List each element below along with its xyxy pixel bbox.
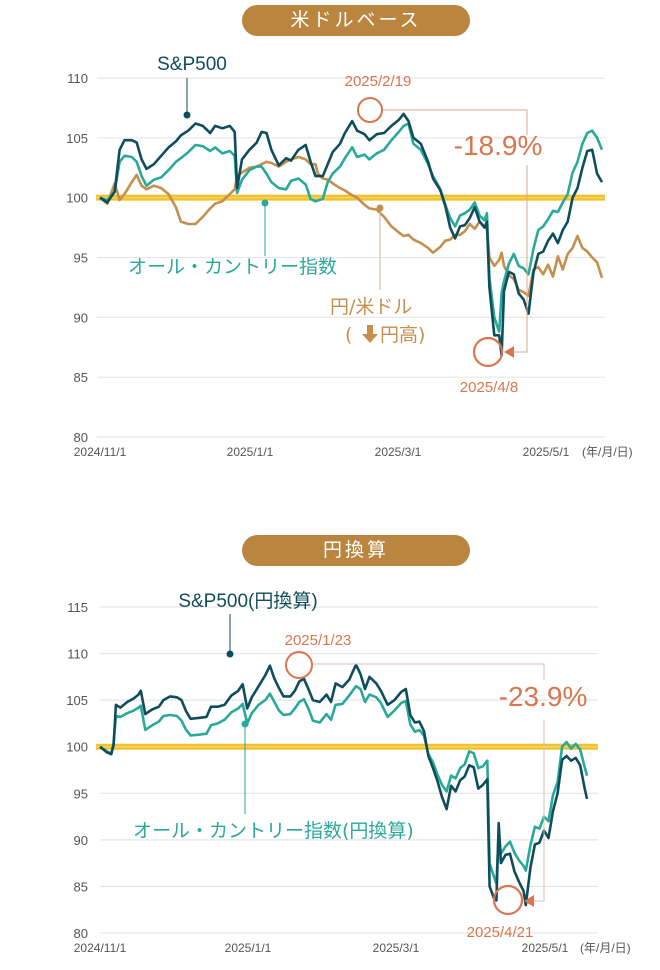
x-tick-label: 2025/1/1 [225, 941, 272, 955]
x-unit-label: (年/月/日) [582, 445, 633, 459]
x-tick-label: 2025/1/1 [227, 445, 274, 459]
section-title-usd-base: 米ドルベース [242, 5, 470, 36]
y-tick-label: 85 [74, 370, 88, 385]
y-tick-label: 100 [66, 191, 88, 206]
y-tick-label: 95 [74, 786, 88, 801]
x-tick-label: 2024/11/1 [74, 445, 127, 459]
y-tick-label: 100 [66, 740, 88, 755]
x-unit-label: (年/月/日) [580, 941, 631, 955]
series-line-S&P500 [99, 112, 604, 357]
y-tick-label: 90 [74, 310, 88, 325]
x-tick-label: 2025/3/1 [373, 941, 420, 955]
y-tick-label: 105 [66, 693, 88, 708]
label-fx-open-paren: ( [345, 324, 352, 346]
label-peak-date-yen: 2025/1/23 [285, 632, 352, 649]
trough-circle [472, 336, 504, 368]
y-tick-label: 80 [74, 430, 88, 445]
marker-sp500 [183, 111, 191, 119]
y-tick-label: 90 [74, 833, 88, 848]
peak-connector [383, 109, 528, 135]
y-tick-label: 80 [74, 926, 88, 941]
label-sp500-yen: S&P500(円換算) [178, 590, 317, 612]
y-tick-label: 110 [67, 647, 88, 662]
peak-connector-yen [313, 663, 545, 680]
series-line-オール・カントリー指数 [99, 122, 604, 333]
label-sp500: S&P500 [157, 54, 227, 75]
y-tick-label: 85 [74, 879, 88, 894]
trough-circle-yen [492, 884, 524, 916]
down-arrow-icon [362, 325, 378, 343]
y-tick-label: 115 [67, 600, 88, 615]
section-title-yen-converted: 円換算 [242, 535, 470, 566]
label-drawdown: -18.9% [454, 130, 543, 161]
marker-fx [376, 204, 384, 212]
x-tick-label: 2025/5/1 [522, 941, 569, 955]
chart-usd-base: 80 85 90 95 100 105 110 2024/11/1 2025/1/1 2025/3… [66, 54, 633, 459]
peak-circle-yen [285, 651, 313, 679]
marker-acwi-yen [241, 720, 249, 728]
trough-connector [512, 165, 528, 353]
x-tick-label: 2025/3/1 [375, 445, 422, 459]
y-tick-label: 105 [66, 131, 88, 146]
marker-acwi [261, 199, 269, 207]
series-line-円/米ドル [99, 155, 604, 298]
x-tick-label: 2024/11/1 [74, 941, 127, 955]
pointer-arrow-icon [504, 346, 514, 358]
pointer-arrow-icon [524, 895, 534, 907]
chart-yen-converted: 80 85 90 95 100 105 110 115 2024/11/1 2025/1/1 202… [66, 590, 631, 955]
label-fx: 円/米ドル [330, 296, 412, 318]
label-acwi: オール・カントリー指数 [128, 256, 337, 278]
label-trough-date: 2025/4/8 [460, 379, 518, 396]
label-peak-date: 2025/2/19 [345, 73, 412, 90]
label-fx-yen-strong: 円高) [380, 324, 425, 346]
series-line-オール・カントリー指数(円換算) [99, 684, 589, 885]
series-line-S&P500(円換算) [99, 663, 589, 907]
y-tick-label: 110 [67, 71, 88, 86]
x-tick-label: 2025/5/1 [523, 445, 570, 459]
label-acwi-yen: オール・カントリー指数(円換算) [133, 820, 414, 842]
trough-connector-yen [532, 720, 545, 902]
y-tick-label: 95 [74, 251, 88, 266]
label-trough-date-yen: 2025/4/21 [467, 924, 534, 941]
peak-circle [357, 97, 383, 123]
label-drawdown-yen: -23.9% [499, 681, 588, 712]
marker-sp500-yen [226, 650, 234, 658]
